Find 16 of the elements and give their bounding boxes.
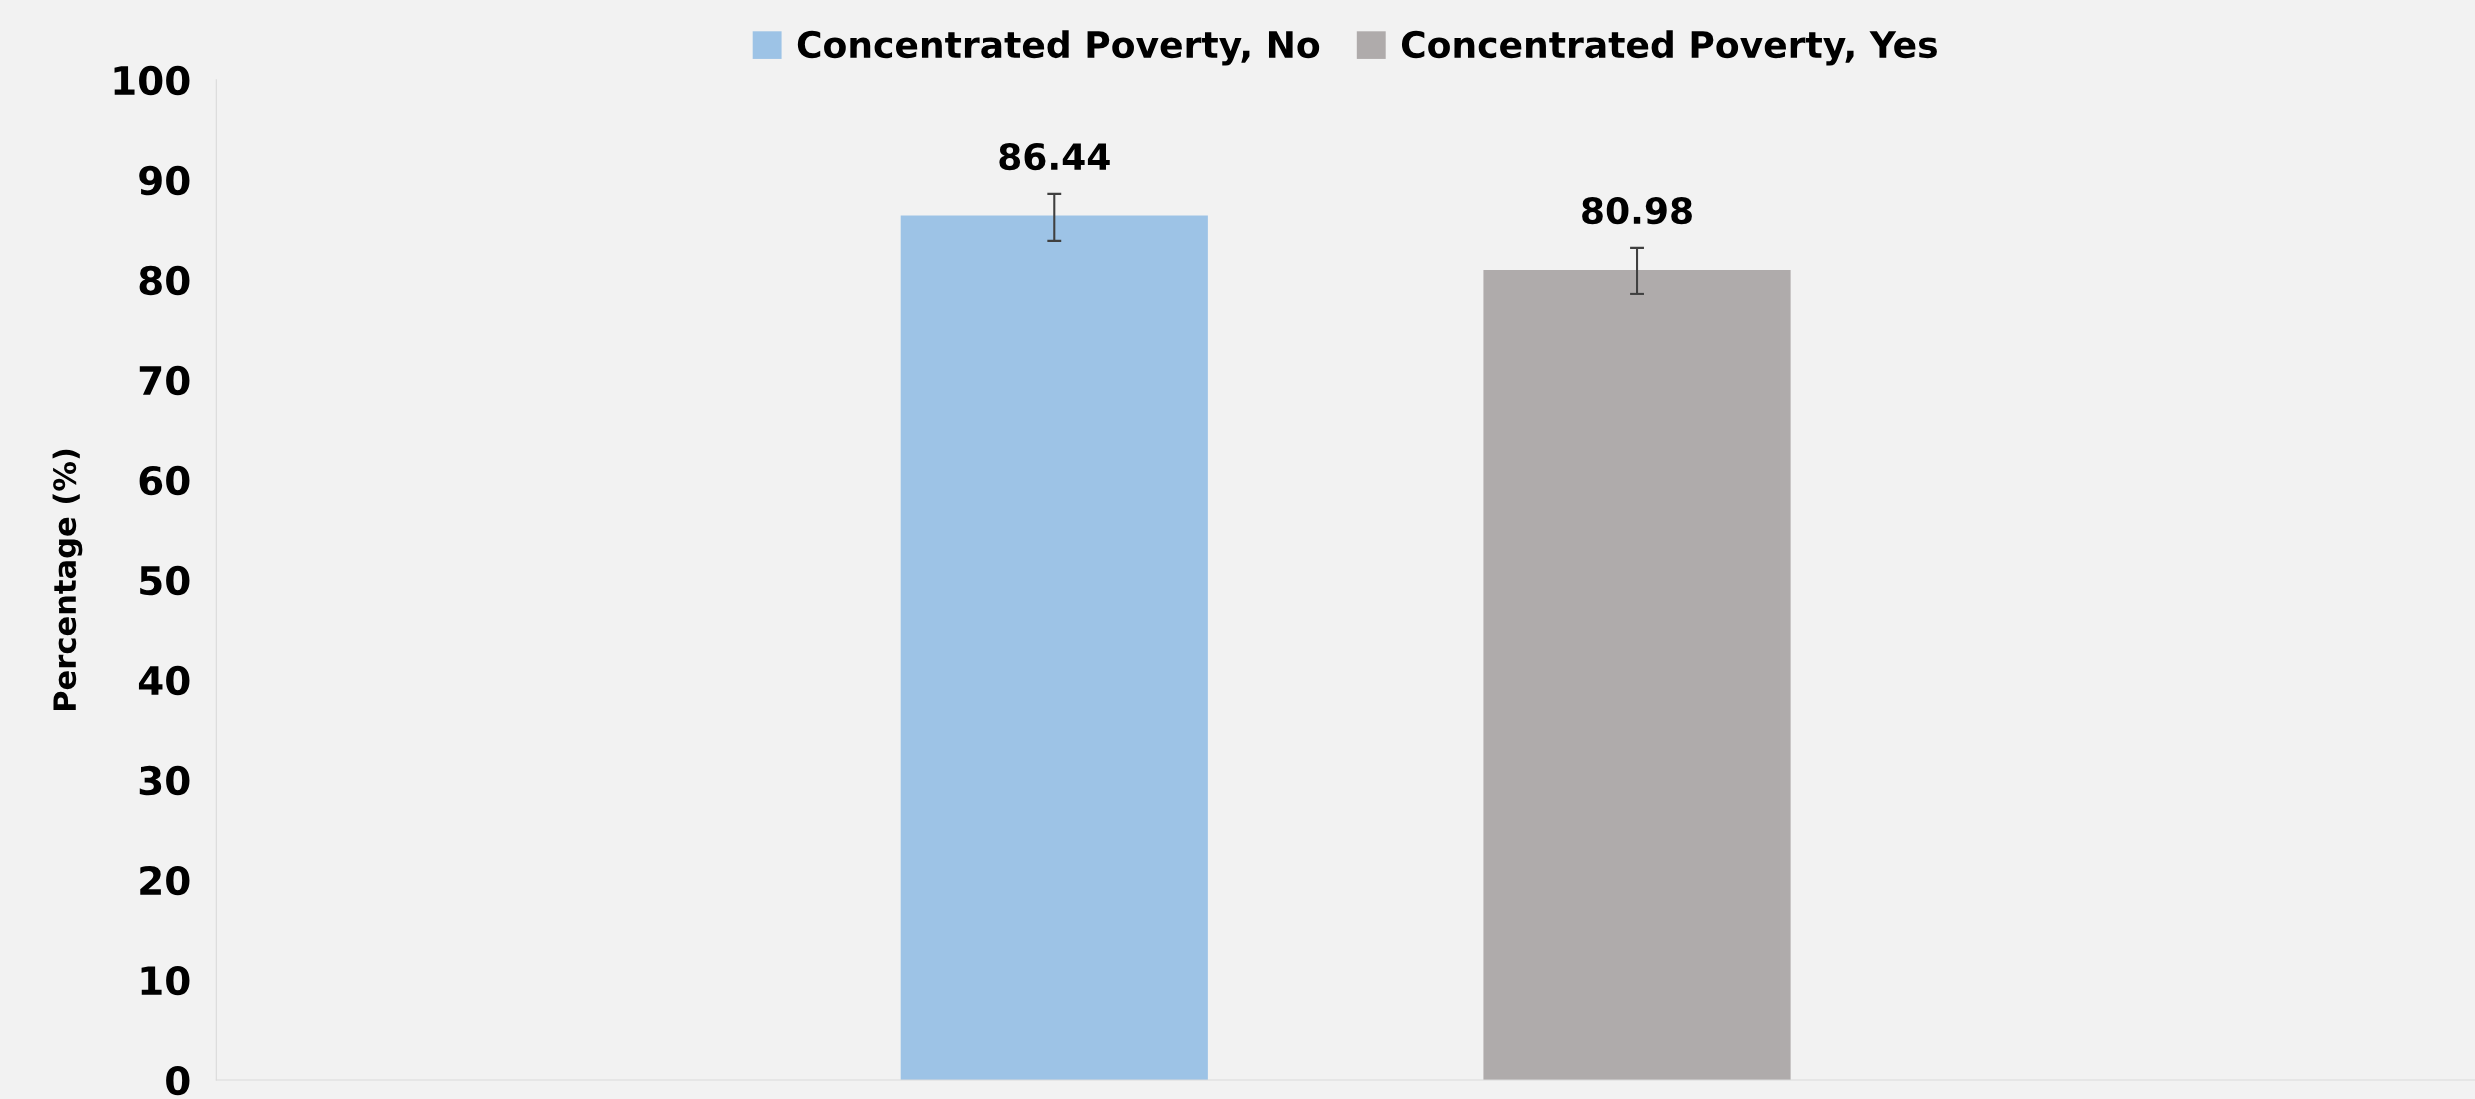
y-tick-label: 60 [139, 465, 190, 496]
y-tick-label: 30 [139, 765, 190, 796]
y-tick-label: 50 [140, 565, 190, 596]
data-label: 80.98 [1582, 196, 1692, 225]
y-tick-label: 80 [139, 265, 190, 296]
y-tick-label: 70 [139, 365, 190, 396]
y-tick-label: 100 [114, 65, 190, 96]
y-tick-label: 10 [141, 965, 190, 996]
legend-label: Concentrated Poverty, Yes [1401, 30, 1937, 66]
y-tick-label: 90 [139, 165, 190, 196]
data-label: 86.44 [999, 142, 1110, 171]
y-tick-label: 0 [166, 1065, 190, 1096]
legend-label: Concentrated Poverty, No [797, 30, 1320, 66]
y-tick-label: 40 [138, 665, 190, 696]
y-axis-title: Percentage (%) [52, 449, 83, 711]
y-tick-label: 20 [140, 865, 190, 896]
